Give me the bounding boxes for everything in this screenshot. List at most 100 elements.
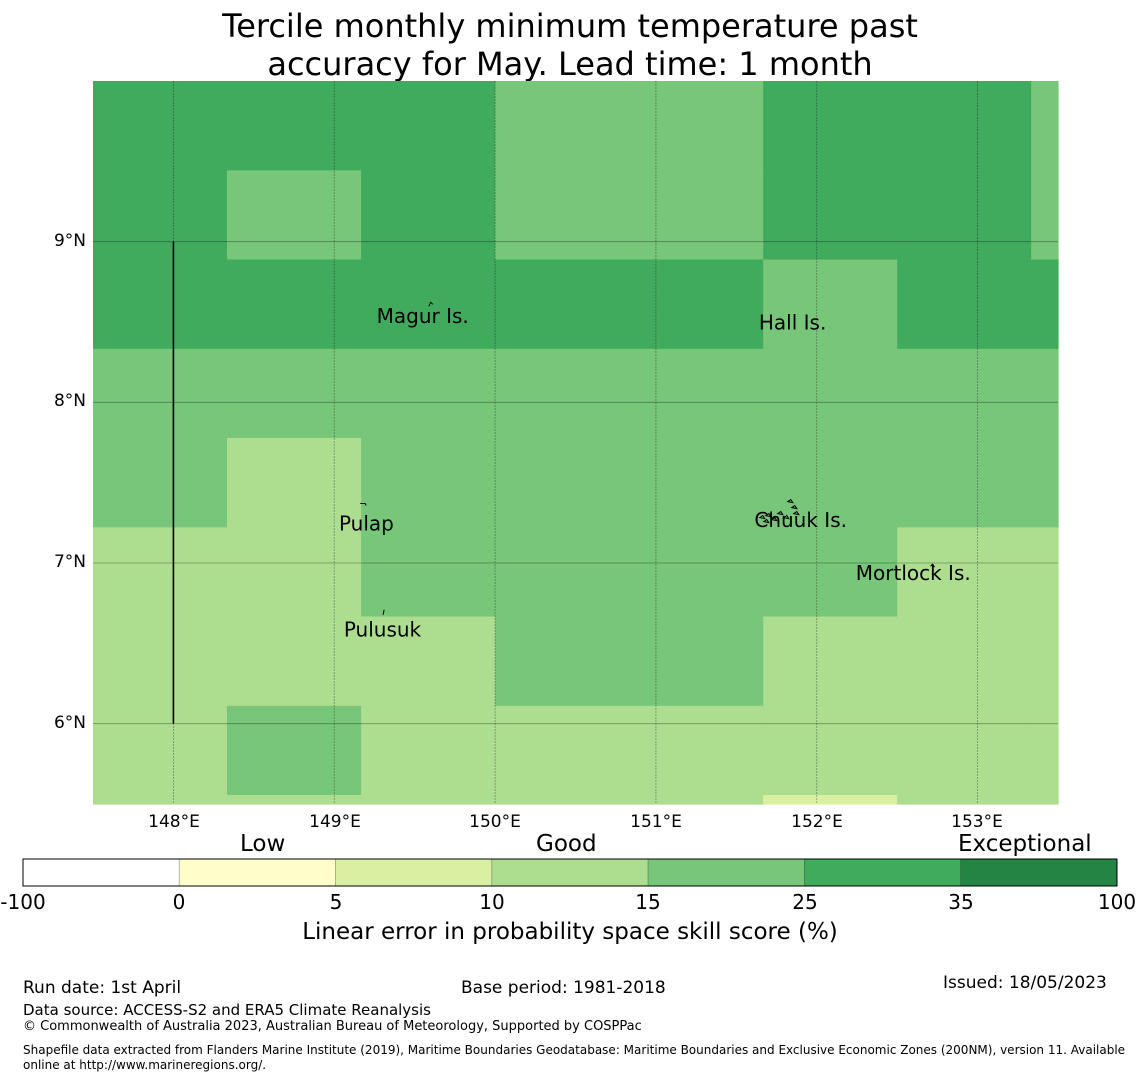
skill-cell — [1031, 616, 1059, 707]
skill-cell — [897, 795, 1032, 805]
skill-cell — [495, 259, 630, 350]
skill-cell — [897, 348, 1032, 439]
skill-cell — [495, 616, 630, 707]
mortlock-island-outline — [930, 563, 935, 568]
skill-cell — [763, 81, 898, 171]
skill-cell — [1031, 795, 1059, 805]
lon-label-152e: 152°E — [791, 812, 843, 832]
chuuk-islet-outline — [776, 510, 784, 516]
chuuk-islet-outline — [758, 514, 766, 520]
chuuk-islet-outline — [770, 516, 778, 522]
skill-cell — [495, 795, 630, 805]
chuuk-islet-outline — [790, 504, 798, 510]
skill-cell — [226, 259, 362, 350]
chuuk-islet-outline — [786, 498, 794, 504]
skill-cell — [361, 170, 496, 261]
lat-label-9n: 9°N — [53, 231, 86, 251]
lon-label-149e: 149°E — [309, 812, 361, 832]
skill-cell — [1031, 527, 1059, 618]
run-date: Run date: 1st April — [23, 978, 182, 998]
skill-cell — [897, 170, 1032, 261]
skill-cell — [629, 348, 764, 439]
skill-cell — [629, 438, 764, 528]
skill-cell — [93, 259, 228, 350]
skill-cell — [495, 705, 630, 796]
skill-cell — [361, 527, 496, 618]
skill-grid-cells — [93, 81, 1059, 805]
colorbar-tick-25: 25 — [792, 890, 818, 914]
skill-cell — [629, 527, 764, 618]
colorbar-frame — [22, 858, 1118, 887]
graticule — [93, 81, 1058, 804]
colorbar-tick-minus100: -100 — [0, 890, 46, 914]
skill-cell — [1031, 170, 1059, 261]
skill-cell — [361, 81, 496, 171]
skill-cell — [93, 705, 228, 796]
colorbar-tick-35: 35 — [948, 890, 974, 914]
skill-cell — [93, 795, 228, 805]
skill-cell — [629, 259, 764, 350]
category-low-label: Low — [240, 831, 286, 857]
skill-cell — [897, 438, 1032, 528]
skill-cell — [226, 795, 362, 805]
chuuk-islet-outline — [762, 518, 770, 524]
skill-cell — [629, 616, 764, 707]
colorbar-bin — [178, 858, 336, 887]
island-label: Magur Is. — [377, 304, 469, 328]
copyright: © Commonwealth of Australia 2023, Austra… — [23, 1019, 642, 1034]
colorbar-tick-10: 10 — [479, 890, 505, 914]
skill-cell — [897, 81, 1032, 171]
skill-cell — [1031, 705, 1059, 796]
colorbar-tick-0: 0 — [172, 890, 186, 914]
skill-cell — [1031, 438, 1059, 528]
lat-label-8n: 8°N — [53, 391, 86, 411]
lon-label-148e: 148°E — [148, 812, 200, 832]
skill-cell — [361, 705, 496, 796]
skill-cell — [93, 348, 228, 439]
skill-cell — [897, 527, 1032, 618]
skill-cell — [93, 438, 228, 528]
skill-cell — [93, 81, 228, 171]
skill-cell — [629, 81, 764, 171]
skill-cell — [226, 170, 362, 261]
skill-cell — [93, 170, 228, 261]
skill-cell — [629, 170, 764, 261]
skill-cell — [495, 170, 630, 261]
island-label: Pulusuk — [344, 617, 422, 641]
skill-cell — [495, 527, 630, 618]
skill-cell — [763, 438, 898, 528]
map-title-line-2: accuracy for May. Lead time: 1 month — [267, 45, 873, 83]
skill-cell — [897, 616, 1032, 707]
pulusuk-island-outline — [382, 609, 385, 615]
skill-cell — [495, 348, 630, 439]
map-title-line-1: Tercile monthly minimum temperature past — [222, 7, 918, 45]
skill-cell — [226, 438, 362, 528]
skill-map: Magur Is. Hall Is. Pulap Chuuk Is. Mortlock … — [93, 81, 1059, 805]
skill-cell — [495, 81, 630, 171]
colorbar-bin — [335, 858, 493, 887]
skill-cell — [1031, 81, 1059, 171]
island-label: Mortlock Is. — [856, 561, 971, 585]
issued-date: Issued: 18/05/2023 — [943, 973, 1107, 993]
island-label: Hall Is. — [759, 311, 826, 335]
skill-cell — [763, 259, 898, 350]
category-exceptional-label: Exceptional — [958, 831, 1092, 857]
lat-label-7n: 7°N — [53, 552, 86, 572]
skill-cell — [226, 616, 362, 707]
pulap-island-outline — [360, 503, 367, 506]
colorbar-bin — [960, 858, 1118, 887]
base-period: Base period: 1981-2018 — [461, 978, 666, 998]
colorbar-bin — [804, 858, 962, 887]
skill-cell — [897, 259, 1032, 350]
colorbar-bin — [491, 858, 649, 887]
lat-label-6n: 6°N — [53, 713, 86, 733]
chuuk-islet-outline — [792, 510, 800, 516]
skill-cell — [361, 438, 496, 528]
lon-label-153e: 153°E — [951, 812, 1003, 832]
skill-cell — [495, 438, 630, 528]
chuuk-islet-outline — [782, 514, 790, 520]
colorbar-bin — [647, 858, 805, 887]
island-label: Pulap — [339, 511, 394, 535]
skill-cell — [361, 795, 496, 805]
colorbar-tick-100: 100 — [1097, 890, 1137, 914]
